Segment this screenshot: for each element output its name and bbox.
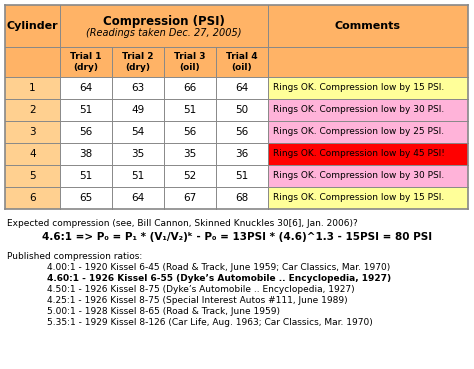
Bar	[5, 143, 60, 165]
Bar	[60, 77, 112, 99]
Bar	[112, 143, 164, 165]
Text: 1: 1	[29, 83, 36, 93]
Text: 64: 64	[236, 83, 249, 93]
Text: 66: 66	[183, 83, 197, 93]
Bar	[164, 99, 216, 121]
Text: 2: 2	[29, 105, 36, 115]
Text: Rings OK. Compression low by 30 PSI.: Rings OK. Compression low by 30 PSI.	[273, 172, 444, 180]
Text: 65: 65	[79, 193, 92, 203]
Bar	[60, 99, 112, 121]
Bar	[112, 77, 164, 99]
Bar	[112, 99, 164, 121]
Text: 3: 3	[29, 127, 36, 137]
Text: 56: 56	[79, 127, 92, 137]
Bar	[5, 77, 60, 99]
Text: 4.50:1 - 1926 Kissel 8-75 (Dyke’s Automobile .. Encyclopedia, 1927): 4.50:1 - 1926 Kissel 8-75 (Dyke’s Automo…	[47, 285, 355, 294]
Bar	[216, 165, 268, 187]
Bar	[60, 165, 112, 187]
Text: 4.25:1 - 1926 Kissel 8-75 (Special Interest Autos #111, June 1989): 4.25:1 - 1926 Kissel 8-75 (Special Inter…	[47, 296, 347, 305]
Bar	[216, 187, 268, 209]
Text: 49: 49	[131, 105, 145, 115]
Bar	[216, 143, 268, 165]
Bar	[216, 77, 268, 99]
Text: Rings OK. Compression low by 45 PSI!: Rings OK. Compression low by 45 PSI!	[273, 149, 445, 159]
Bar	[60, 143, 112, 165]
Bar	[268, 143, 468, 165]
Bar	[164, 77, 216, 99]
Bar	[5, 47, 468, 77]
Bar	[112, 187, 164, 209]
Text: Compression (PSI): Compression (PSI)	[103, 14, 225, 28]
Text: 56: 56	[236, 127, 249, 137]
Text: 4: 4	[29, 149, 36, 159]
Bar	[5, 121, 60, 143]
Text: 6: 6	[29, 193, 36, 203]
Bar	[164, 165, 216, 187]
Bar	[268, 99, 468, 121]
Bar	[268, 187, 468, 209]
Text: 51: 51	[183, 105, 197, 115]
Text: Trial 3
(oil): Trial 3 (oil)	[174, 52, 206, 72]
Text: Trial 1
(dry): Trial 1 (dry)	[70, 52, 102, 72]
Text: 38: 38	[79, 149, 92, 159]
Bar	[164, 187, 216, 209]
Text: 35: 35	[131, 149, 145, 159]
Text: Rings OK. Compression low by 30 PSI.: Rings OK. Compression low by 30 PSI.	[273, 106, 444, 114]
Text: 50: 50	[236, 105, 248, 115]
Bar	[164, 143, 216, 165]
Text: Cylinder: Cylinder	[7, 21, 58, 31]
Bar	[60, 187, 112, 209]
Text: Rings OK. Compression low by 15 PSI.: Rings OK. Compression low by 15 PSI.	[273, 83, 444, 93]
Text: 5.35:1 - 1929 Kissel 8-126 (Car Life, Aug. 1963; Car Classics, Mar. 1970): 5.35:1 - 1929 Kissel 8-126 (Car Life, Au…	[47, 318, 373, 327]
Text: Published compression ratios:: Published compression ratios:	[7, 252, 142, 261]
Text: 51: 51	[79, 171, 92, 181]
Bar	[164, 121, 216, 143]
Bar	[5, 99, 60, 121]
Text: 36: 36	[236, 149, 249, 159]
Text: 67: 67	[183, 193, 197, 203]
Text: 5: 5	[29, 171, 36, 181]
Text: Expected compression (see, Bill Cannon, Skinned Knuckles 30[6], Jan. 2006)?: Expected compression (see, Bill Cannon, …	[7, 219, 358, 228]
Bar	[268, 121, 468, 143]
Text: 51: 51	[236, 171, 249, 181]
Text: 64: 64	[131, 193, 145, 203]
Text: Trial 4
(oil): Trial 4 (oil)	[226, 52, 258, 72]
Bar	[268, 77, 468, 99]
Bar	[60, 121, 112, 143]
Bar	[268, 165, 468, 187]
Text: 4.60:1 - 1926 Kissel 6-55 (Dyke’s Automobile .. Encyclopedia, 1927): 4.60:1 - 1926 Kissel 6-55 (Dyke’s Automo…	[47, 274, 391, 283]
Bar	[216, 121, 268, 143]
Text: 54: 54	[131, 127, 145, 137]
Bar	[112, 165, 164, 187]
Text: Trial 2
(dry): Trial 2 (dry)	[122, 52, 154, 72]
Text: 68: 68	[236, 193, 249, 203]
Bar	[5, 5, 468, 209]
Bar	[112, 121, 164, 143]
Text: 51: 51	[79, 105, 92, 115]
Text: 35: 35	[183, 149, 197, 159]
Text: 63: 63	[131, 83, 145, 93]
Bar	[5, 187, 60, 209]
Text: Comments: Comments	[335, 21, 401, 31]
Text: 52: 52	[183, 171, 197, 181]
Text: 4.6:1 => P₀ = P₁ * (V₁/V₂)ᵏ - P₀ = 13PSI * (4.6)^1.3 - 15PSI = 80 PSI: 4.6:1 => P₀ = P₁ * (V₁/V₂)ᵏ - P₀ = 13PSI…	[42, 232, 432, 242]
Text: Rings OK. Compression low by 15 PSI.: Rings OK. Compression low by 15 PSI.	[273, 193, 444, 203]
Text: 5.00:1 - 1928 Kissel 8-65 (Road & Track, June 1959): 5.00:1 - 1928 Kissel 8-65 (Road & Track,…	[47, 307, 280, 316]
Text: 56: 56	[183, 127, 197, 137]
Text: Rings OK. Compression low by 25 PSI.: Rings OK. Compression low by 25 PSI.	[273, 128, 444, 137]
Text: 4.00:1 - 1920 Kissel 6-45 (Road & Track, June 1959; Car Classics, Mar. 1970): 4.00:1 - 1920 Kissel 6-45 (Road & Track,…	[47, 263, 390, 272]
Bar	[216, 99, 268, 121]
Bar	[5, 5, 468, 47]
Text: (Readings taken Dec. 27, 2005): (Readings taken Dec. 27, 2005)	[86, 28, 242, 38]
Text: 51: 51	[131, 171, 145, 181]
Text: 64: 64	[79, 83, 92, 93]
Bar	[5, 165, 60, 187]
